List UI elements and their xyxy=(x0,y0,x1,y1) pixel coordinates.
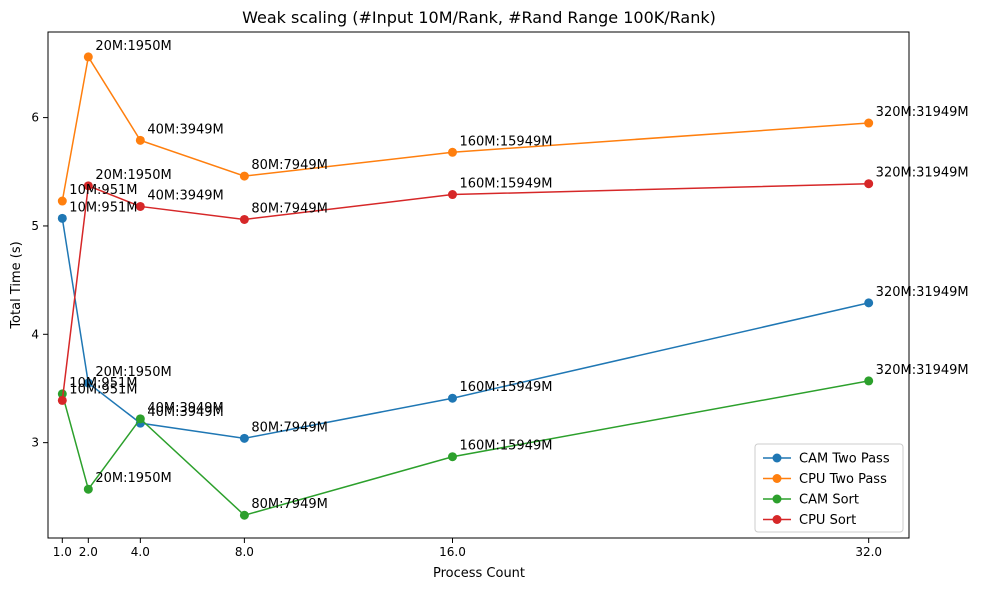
legend-item: CPU Two Pass xyxy=(763,472,887,487)
data-label: 160M:15949M xyxy=(459,439,552,454)
legend-swatch-marker xyxy=(772,453,782,463)
data-label: 40M:3949M xyxy=(147,188,223,203)
data-label: 40M:3949M xyxy=(147,401,223,416)
data-label: 20M:1950M xyxy=(95,365,171,380)
series-line xyxy=(61,218,869,440)
legend-box xyxy=(754,443,904,533)
data-point xyxy=(447,452,457,462)
data-label: 160M:15949M xyxy=(459,134,552,149)
legend-label: CPU Sort xyxy=(799,513,856,528)
data-label: 160M:15949M xyxy=(459,380,552,395)
data-point xyxy=(239,510,249,520)
legend-label: CPU Two Pass xyxy=(799,472,887,487)
data-labels: 10M:951M20M:1950M40M:3949M80M:7949M160M:… xyxy=(69,39,968,512)
data-label: 320M:31949M xyxy=(876,166,969,181)
legend-swatch-marker xyxy=(772,494,782,504)
data-point xyxy=(57,395,67,405)
data-label: 10M:951M xyxy=(69,183,137,198)
data-point xyxy=(57,389,67,399)
data-point xyxy=(239,171,249,181)
data-label: 40M:3949M xyxy=(147,122,223,137)
x-tick-label: 32.0 xyxy=(855,545,882,559)
data-point xyxy=(864,118,874,128)
data-label: 320M:31949M xyxy=(876,285,969,300)
y-axis: 3 4 5 6 xyxy=(31,111,48,450)
data-label: 20M:1950M xyxy=(95,471,171,486)
legend-item: CPU Sort xyxy=(763,513,856,528)
plot-frame xyxy=(47,31,910,539)
series-cam-sort xyxy=(57,376,874,520)
data-point xyxy=(83,378,93,388)
data-point xyxy=(135,135,145,145)
data-label: 10M:951M xyxy=(69,376,137,391)
chart-title: Weak scaling (#Input 10M/Rank, #Rand Ran… xyxy=(242,8,716,27)
y-tick-label: 3 xyxy=(31,436,39,450)
x-axis: 1.0 2.0 4.0 8.0 16.0 32.0 xyxy=(53,538,882,559)
y-tick-label: 4 xyxy=(31,327,39,341)
x-tick-label: 8.0 xyxy=(235,545,254,559)
data-point xyxy=(447,147,457,157)
legend-label: CAM Two Pass xyxy=(799,452,890,467)
data-label: 20M:1950M xyxy=(95,168,171,183)
legend-item: CAM Sort xyxy=(763,493,859,508)
y-axis-label: Total Time (s) xyxy=(9,241,24,329)
data-point xyxy=(83,52,93,62)
data-label: 40M:3949M xyxy=(147,405,223,420)
data-label: 80M:7949M xyxy=(251,158,327,173)
series-layer xyxy=(57,52,874,520)
data-point xyxy=(83,484,93,494)
data-point xyxy=(57,196,67,206)
data-label: 320M:31949M xyxy=(876,105,969,120)
data-label: 80M:7949M xyxy=(251,201,327,216)
x-tick-label: 1.0 xyxy=(53,545,72,559)
data-point xyxy=(135,414,145,424)
series-line xyxy=(61,182,869,401)
data-point xyxy=(83,181,93,191)
data-label: 80M:7949M xyxy=(251,497,327,512)
series-cpu-sort xyxy=(57,179,874,405)
data-label: 80M:7949M xyxy=(251,420,327,435)
data-point xyxy=(447,393,457,403)
data-label: 10M:951M xyxy=(69,200,137,215)
series-cam-two-pass xyxy=(57,213,874,443)
data-point xyxy=(864,298,874,308)
data-point xyxy=(135,201,145,211)
data-label: 10M:951M xyxy=(69,382,137,397)
data-point xyxy=(447,190,457,200)
x-tick-label: 16.0 xyxy=(439,545,466,559)
x-tick-label: 2.0 xyxy=(79,545,98,559)
legend-label: CAM Sort xyxy=(799,493,859,508)
y-tick-label: 6 xyxy=(31,111,39,125)
legend-swatch-marker xyxy=(772,515,782,524)
data-point xyxy=(239,433,249,443)
data-label: 20M:1950M xyxy=(95,39,171,54)
series-cpu-two-pass xyxy=(57,52,874,206)
legend: CAM Two Pass CPU Two Pass CAM Sort CPU Sort xyxy=(754,443,904,533)
legend-item: CAM Two Pass xyxy=(763,452,890,467)
x-tick-label: 4.0 xyxy=(131,545,150,559)
y-tick-label: 5 xyxy=(31,219,39,233)
series-line xyxy=(61,380,869,517)
data-label: 320M:31949M xyxy=(876,363,969,378)
data-label: 160M:15949M xyxy=(459,177,552,192)
data-point xyxy=(864,376,874,386)
data-point xyxy=(864,179,874,189)
x-axis-label: Process Count xyxy=(433,566,525,581)
series-line xyxy=(61,54,869,202)
data-point xyxy=(239,214,249,224)
data-point xyxy=(57,213,67,223)
legend-swatch-marker xyxy=(772,474,782,483)
